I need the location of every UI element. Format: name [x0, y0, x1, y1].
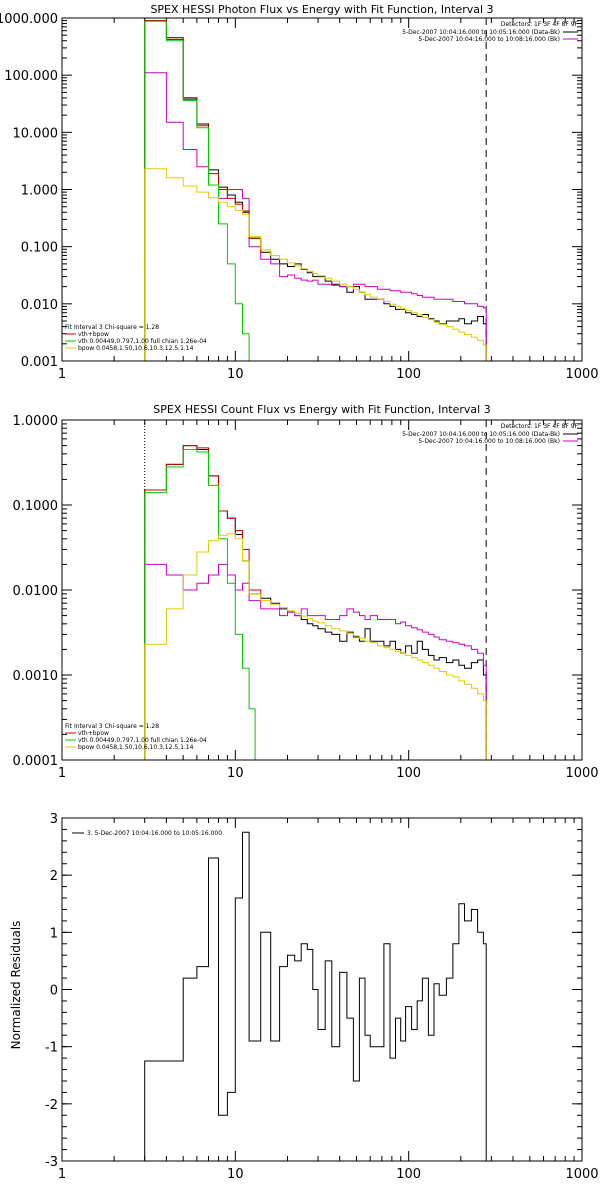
- y-axis-label: Normalized Residuals: [9, 921, 23, 1050]
- series-bk: [144, 72, 487, 361]
- x-tick-label: 100: [396, 766, 421, 781]
- y-tick-label: 100.000: [4, 69, 58, 84]
- y-tick-label: 1.0000: [13, 414, 59, 429]
- legend-entry-label: bpow 0.0458,1.50,10.6,10.3,12.5,1.14: [78, 345, 194, 352]
- x-tick-label: 10: [227, 766, 244, 781]
- series-3-5-dec-2007-10-04-16-000-to-10-05-16-000: [144, 831, 487, 1161]
- plot-frame: [61, 17, 583, 362]
- x-tick-label: 1000: [565, 1167, 598, 1182]
- panel-residuals: Normalized Residuals 1 10 100 1000 -3 -2 -1 0 1 2…: [9, 812, 599, 1182]
- series-data-bk: [144, 445, 487, 760]
- legend-entry-label: 5-Dec-2007 10:04:16.000 to 10:08:16.000 …: [418, 36, 560, 43]
- series-bk: [144, 563, 487, 760]
- plot-area: [144, 831, 487, 1161]
- legend-entry-label: bpow 0.0458,1.50,10.6,10.3,12.5,1.14: [78, 744, 194, 751]
- series-vth: [144, 449, 261, 760]
- legend-entry-label: vth 0.00449,0.797,1.00 full chian 1.26e-…: [78, 338, 207, 345]
- legend-entry-label: Fit Interval 3 Chi-square = 1.28: [65, 324, 159, 331]
- y-tick-label: 0.010: [21, 298, 58, 313]
- legend-entry-label: 5-Dec-2007 10:04:16.000 to 10:08:16.000 …: [418, 438, 560, 445]
- plot-area: [144, 18, 487, 361]
- detectors-label: Detectors: 1F 3F 4F 8F 9F: [501, 423, 579, 430]
- x-tick-label: 100: [396, 367, 421, 382]
- x-tick-label: 1: [58, 766, 66, 781]
- y-tick-label: 1.000: [21, 184, 58, 199]
- legend-entry-label: vth+bpow: [78, 730, 109, 737]
- y-tick-label: 0.0010: [13, 669, 59, 684]
- y-tick-label: 0.001: [21, 355, 58, 370]
- series-data-bk: [144, 20, 487, 361]
- chart-title: SPEX HESSI Photon Flux vs Energy with Fi…: [150, 3, 493, 16]
- legend-entry-label: Fit Interval 3 Chi-square = 1.28: [65, 723, 159, 730]
- y-tick-label: 10.000: [13, 126, 59, 141]
- y-tick-label: 1: [50, 926, 58, 941]
- x-tick-label: 10: [227, 1167, 244, 1182]
- y-tick-label: 0.1000: [13, 499, 59, 514]
- legend-entry-label: vth 0.00449,0.797,1.00 full chian 1.26e-…: [78, 737, 207, 744]
- x-tick-label: 1: [58, 367, 66, 382]
- y-tick-label: 2: [50, 869, 58, 884]
- legend-entry-label: 5-Dec-2007 10:04:16.000 to 10:05:16.000 …: [402, 431, 560, 438]
- y-tick-label: -1: [45, 1041, 58, 1056]
- chart-title: SPEX HESSI Count Flux vs Energy with Fit…: [153, 403, 490, 416]
- x-tick-label: 100: [396, 1167, 421, 1182]
- y-tick-label: 1000.000: [0, 12, 58, 27]
- legend-entry-label: 3. 5-Dec-2007 10:04:16.000 to 10:05:16.0…: [87, 830, 222, 837]
- plot-frame: [61, 817, 583, 1162]
- detectors-label: Detectors: 1F 3F 4F 8F 9F: [501, 21, 579, 28]
- y-tick-label: 0.0100: [13, 584, 59, 599]
- plot-frame: [61, 419, 583, 761]
- y-tick-label: 0: [50, 984, 58, 999]
- x-tick-label: 1000: [565, 766, 598, 781]
- x-tick-label: 1: [58, 1167, 66, 1182]
- series-bpow: [144, 533, 487, 760]
- y-tick-label: -2: [45, 1098, 58, 1113]
- panel-photon-flux: SPEX HESSI Photon Flux vs Energy with Fi…: [0, 3, 599, 382]
- series-vth-bpow: [144, 20, 262, 361]
- plot-area: [144, 420, 487, 760]
- x-tick-label: 10: [227, 367, 244, 382]
- panel-count-flux: SPEX HESSI Count Flux vs Energy with Fit…: [13, 403, 599, 781]
- series-vth: [144, 20, 250, 361]
- y-tick-label: 0.100: [21, 241, 58, 256]
- y-tick-label: -3: [45, 1155, 58, 1170]
- y-tick-label: 0.0001: [13, 754, 59, 769]
- legend-entry-label: 5-Dec-2007 10:04:16.000 to 10:05:16.000 …: [402, 29, 560, 36]
- series-bpow: [144, 168, 487, 361]
- x-tick-label: 1000: [565, 367, 598, 382]
- legend-entry-label: vth+bpow: [78, 331, 109, 338]
- y-tick-label: 3: [50, 812, 58, 827]
